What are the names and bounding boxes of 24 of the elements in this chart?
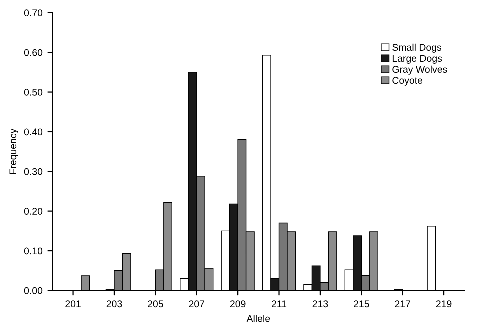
x-tick-label: 203 [106, 300, 122, 308]
legend-label: Coyote [392, 77, 423, 86]
x-tick-label: 215 [354, 300, 370, 308]
legend-label: Small Dogs [392, 44, 442, 53]
y-tick-label: 0.00 [24, 287, 43, 294]
y-tick-label: 0.70 [24, 10, 43, 17]
legend-label: Gray Wolves [392, 66, 448, 75]
y-tick-label: 0.10 [24, 248, 43, 255]
y-tick-label: 0.40 [24, 128, 43, 136]
x-tick-label: 207 [189, 300, 204, 308]
x-tick-label: 205 [148, 300, 164, 308]
legend-label: Large Dogs [392, 55, 442, 64]
x-tick-label: 219 [436, 300, 452, 308]
x-axis-title: Allele [246, 315, 270, 322]
y-axis-title: Frequency [10, 128, 18, 174]
y-tick-label: 0.20 [24, 208, 43, 215]
y-tick-label: 0.30 [24, 168, 43, 176]
x-tick-label: 209 [230, 300, 246, 308]
x-tick-label: 201 [66, 300, 81, 308]
x-tick-label: 217 [395, 300, 410, 308]
x-tick-label: 213 [312, 300, 328, 308]
y-tick-label: 0.50 [24, 89, 43, 96]
x-tick-label: 211 [272, 300, 287, 308]
y-tick-label: 0.60 [24, 49, 43, 56]
